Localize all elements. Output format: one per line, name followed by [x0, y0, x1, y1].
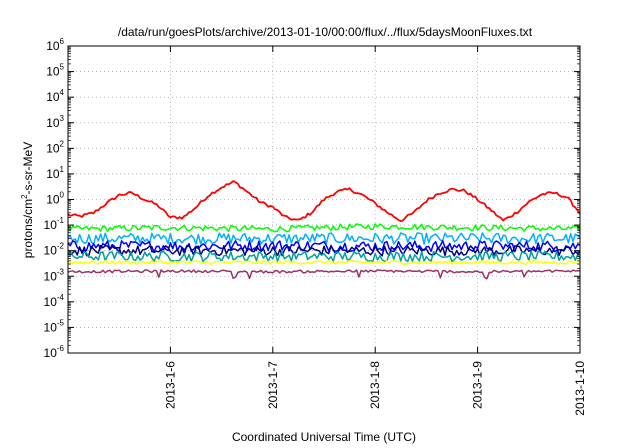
- series-group: [67, 180, 581, 280]
- x-axis-ticks: 2013-1-6 2013-1-7 2013-1-8 2013-1-9 2013-1-1…: [163, 46, 587, 416]
- y-tick-label: 101: [46, 165, 64, 181]
- x-tick-label: 2013-1-8: [368, 361, 382, 409]
- series-line-5: [67, 244, 581, 257]
- y-tick-label: 100: [46, 191, 64, 207]
- y-tick-label: 102: [46, 139, 64, 155]
- y-tick-label: 105: [46, 63, 64, 79]
- y-axis-label: protons/cm2-s-sr-MeV: [20, 142, 35, 258]
- series-line-3: [67, 232, 581, 245]
- x-tick-label: 2013-1-9: [471, 361, 485, 409]
- y-axis-ticks: 10-6 10-5 10-4 10-3 10-2 10-1 100 101 102 103 104 1…: [44, 37, 580, 360]
- y-tick-label: 104: [46, 88, 64, 104]
- x-tick-label: 2013-1-10: [573, 361, 587, 416]
- y-tick-label: 10-5: [44, 318, 65, 334]
- y-tick-label: 10-3: [44, 267, 65, 283]
- y-tick-label: 10-1: [44, 216, 65, 232]
- x-tick-label: 2013-1-7: [266, 361, 280, 409]
- series-line-1: [67, 180, 581, 223]
- series-line-6: [67, 250, 581, 263]
- y-tick-label: 10-4: [44, 293, 65, 309]
- x-axis-label: Coordinated Universal Time (UTC): [232, 430, 416, 444]
- series-line-8: [67, 269, 580, 280]
- series-line-7: [67, 259, 581, 265]
- y-tick-label: 10-2: [44, 242, 65, 258]
- y-tick-label: 106: [46, 37, 64, 53]
- x-tick-label: 2013-1-6: [163, 361, 177, 409]
- y-tick-label: 103: [46, 114, 64, 130]
- y-tick-label: 10-6: [44, 344, 65, 360]
- series-line-2: [67, 223, 581, 233]
- chart-title: /data/run/goesPlots/archive/2013-01-10/0…: [118, 25, 533, 39]
